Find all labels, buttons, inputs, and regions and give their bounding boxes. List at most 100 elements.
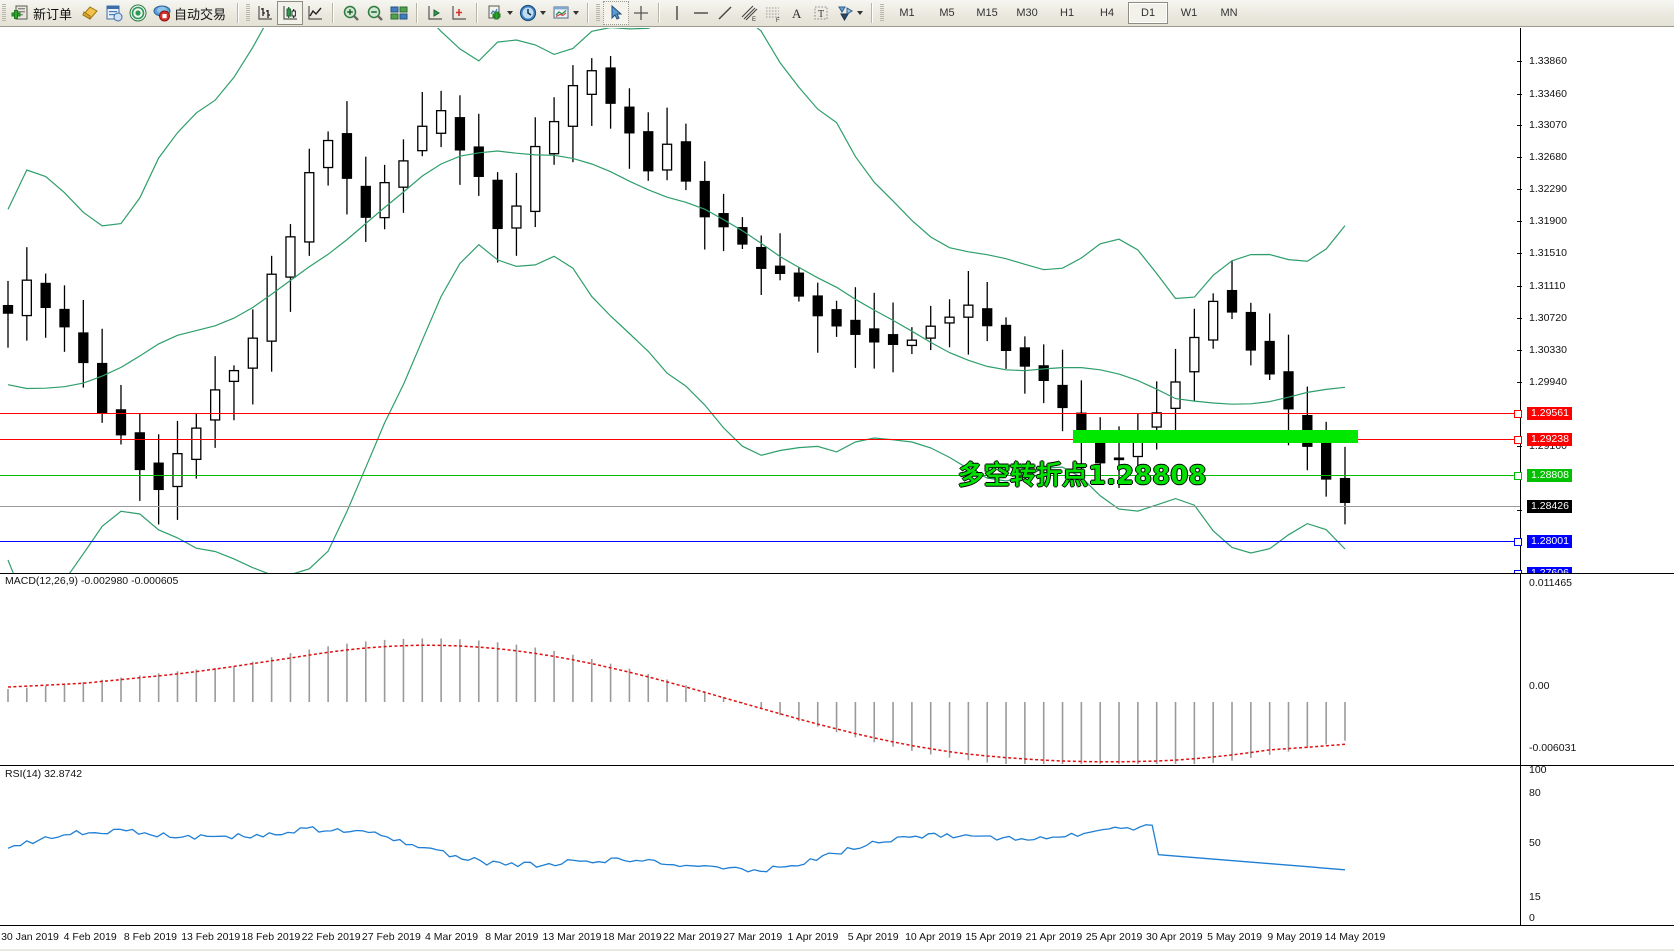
cursor-button[interactable] bbox=[603, 1, 630, 25]
price-level-line[interactable] bbox=[0, 439, 1520, 440]
price-tick-label: 1.33860 bbox=[1529, 54, 1567, 67]
rsi-canvas[interactable] bbox=[0, 766, 1520, 924]
toolbar-grip[interactable] bbox=[2, 4, 6, 22]
price-level-label[interactable]: 1.29238 bbox=[1527, 433, 1572, 446]
price-level-line[interactable] bbox=[0, 475, 1520, 476]
signals-button[interactable] bbox=[126, 2, 150, 24]
price-level-label[interactable]: 1.28426 bbox=[1527, 500, 1572, 513]
templates-icon bbox=[551, 3, 571, 23]
toolbar-separator-6 bbox=[658, 3, 661, 23]
price-level-line[interactable] bbox=[0, 506, 1520, 507]
timeframe-button-d1[interactable]: D1 bbox=[1128, 2, 1169, 24]
price-tick-label: 1.30330 bbox=[1529, 343, 1567, 356]
text-box-button[interactable]: T bbox=[809, 2, 833, 24]
price-level-label[interactable]: 1.29561 bbox=[1527, 407, 1572, 420]
line-chart-button[interactable] bbox=[303, 2, 327, 24]
zoom-out-button[interactable] bbox=[363, 2, 387, 24]
shapes-dropdown-arrow[interactable] bbox=[855, 3, 864, 23]
price-tick-label: 1.29940 bbox=[1529, 375, 1567, 388]
vertical-line-button[interactable] bbox=[665, 2, 689, 24]
price-level-line[interactable] bbox=[0, 413, 1520, 414]
trendline-button[interactable] bbox=[713, 2, 737, 24]
timeframe-button-m30[interactable]: M30 bbox=[1016, 7, 1038, 19]
rsi-pane[interactable] bbox=[0, 765, 1674, 925]
new-order-label: 新订单 bbox=[33, 7, 73, 23]
price-level-handle[interactable] bbox=[1514, 538, 1522, 546]
indicators-dropdown-arrow[interactable] bbox=[505, 3, 514, 23]
text-box-icon: T bbox=[811, 3, 831, 23]
price-tick bbox=[1517, 93, 1522, 95]
svg-text:F: F bbox=[776, 18, 780, 23]
candlestick-chart-button[interactable] bbox=[277, 1, 304, 25]
toolbar-grip-2[interactable] bbox=[246, 4, 251, 22]
timeframe-button-h1[interactable]: H1 bbox=[1060, 7, 1075, 19]
text-label-button[interactable]: A bbox=[785, 2, 809, 24]
shapes-icon bbox=[835, 3, 855, 23]
chart-shift-button[interactable] bbox=[423, 2, 447, 24]
period-icon bbox=[518, 3, 538, 23]
price-level-handle[interactable] bbox=[1514, 472, 1522, 480]
price-level-label[interactable]: 1.28001 bbox=[1527, 535, 1572, 548]
toolbar-separator-7 bbox=[871, 3, 874, 23]
date-tick-label: 18 Feb 2019 bbox=[241, 931, 301, 943]
date-tick-label: 8 Mar 2019 bbox=[485, 931, 539, 943]
price-tick bbox=[1517, 125, 1522, 127]
price-level-handle[interactable] bbox=[1514, 436, 1522, 444]
period-button[interactable] bbox=[516, 2, 549, 24]
cursor-icon bbox=[606, 3, 626, 23]
expert-advisor-icon bbox=[80, 3, 100, 23]
crosshair-button[interactable] bbox=[629, 2, 653, 24]
toolbar-separator-4 bbox=[476, 3, 479, 23]
period-dropdown-arrow[interactable] bbox=[538, 3, 547, 23]
rsi-tick-label: 80 bbox=[1529, 787, 1541, 799]
expert-advisor-button[interactable] bbox=[78, 2, 102, 24]
price-level-line[interactable] bbox=[0, 541, 1520, 542]
shapes-button[interactable] bbox=[833, 2, 866, 24]
data-window-button[interactable] bbox=[102, 2, 126, 24]
toolbar-separator-3 bbox=[416, 3, 419, 23]
price-chart-pane[interactable] bbox=[0, 28, 1674, 573]
price-tick-label: 1.31900 bbox=[1529, 215, 1567, 228]
templates-button[interactable] bbox=[549, 2, 582, 24]
auto-scroll-button[interactable] bbox=[447, 2, 471, 24]
support-zone-highlight bbox=[1073, 430, 1358, 443]
line-chart-icon bbox=[305, 3, 325, 23]
equidistant-channel-button[interactable]: E bbox=[737, 2, 761, 24]
macd-canvas[interactable] bbox=[0, 574, 1520, 764]
price-level-handle[interactable] bbox=[1514, 410, 1522, 418]
date-tick-label: 21 Apr 2019 bbox=[1025, 931, 1083, 943]
zoom-in-button[interactable] bbox=[339, 2, 363, 24]
timeframe-button-w1[interactable]: W1 bbox=[1180, 7, 1198, 19]
rsi-tick-label: 100 bbox=[1529, 764, 1547, 776]
timeframe-button-m15[interactable]: M15 bbox=[976, 7, 998, 19]
macd-pane[interactable] bbox=[0, 573, 1674, 765]
date-tick-label: 13 Mar 2019 bbox=[542, 931, 602, 943]
date-tick-label: 5 May 2019 bbox=[1207, 931, 1262, 943]
fibonacci-button[interactable]: F bbox=[761, 2, 785, 24]
timeframe-button-m1[interactable]: M1 bbox=[899, 7, 915, 19]
horizontal-line-button[interactable] bbox=[689, 2, 713, 24]
toolbar-grip-4[interactable] bbox=[880, 4, 885, 22]
date-tick-label: 27 Mar 2019 bbox=[723, 931, 783, 943]
autotrading-button[interactable]: 自动交易 bbox=[150, 2, 232, 24]
date-tick-label: 25 Apr 2019 bbox=[1085, 931, 1143, 943]
price-tick-label: 1.31110 bbox=[1529, 280, 1566, 292]
timeframe-button-mn[interactable]: MN bbox=[1220, 7, 1238, 19]
toolbar-grip-3[interactable] bbox=[596, 4, 601, 22]
indicators-button[interactable] bbox=[483, 2, 516, 24]
date-axis[interactable]: 30 Jan 2019 4 Feb 2019 8 Feb 2019 13 Feb 20… bbox=[0, 925, 1674, 952]
timeframe-button-h4[interactable]: H4 bbox=[1100, 7, 1115, 19]
date-tick-label: 30 Apr 2019 bbox=[1145, 931, 1203, 943]
timeframe-button-m5[interactable]: M5 bbox=[939, 7, 955, 19]
date-tick-label: 10 Apr 2019 bbox=[905, 931, 962, 943]
templates-dropdown-arrow[interactable] bbox=[571, 3, 580, 23]
new-order-button[interactable]: 新订单 bbox=[9, 2, 78, 24]
price-level-label[interactable]: 1.28808 bbox=[1527, 469, 1572, 482]
price-tick bbox=[1517, 286, 1522, 287]
price-tick bbox=[1517, 221, 1522, 223]
price-chart-canvas[interactable] bbox=[0, 28, 1520, 573]
tile-windows-button[interactable] bbox=[387, 2, 411, 24]
toolbar-separator bbox=[237, 3, 240, 23]
bar-chart-button[interactable] bbox=[253, 2, 277, 24]
price-tick-label: 1.32290 bbox=[1529, 183, 1567, 196]
